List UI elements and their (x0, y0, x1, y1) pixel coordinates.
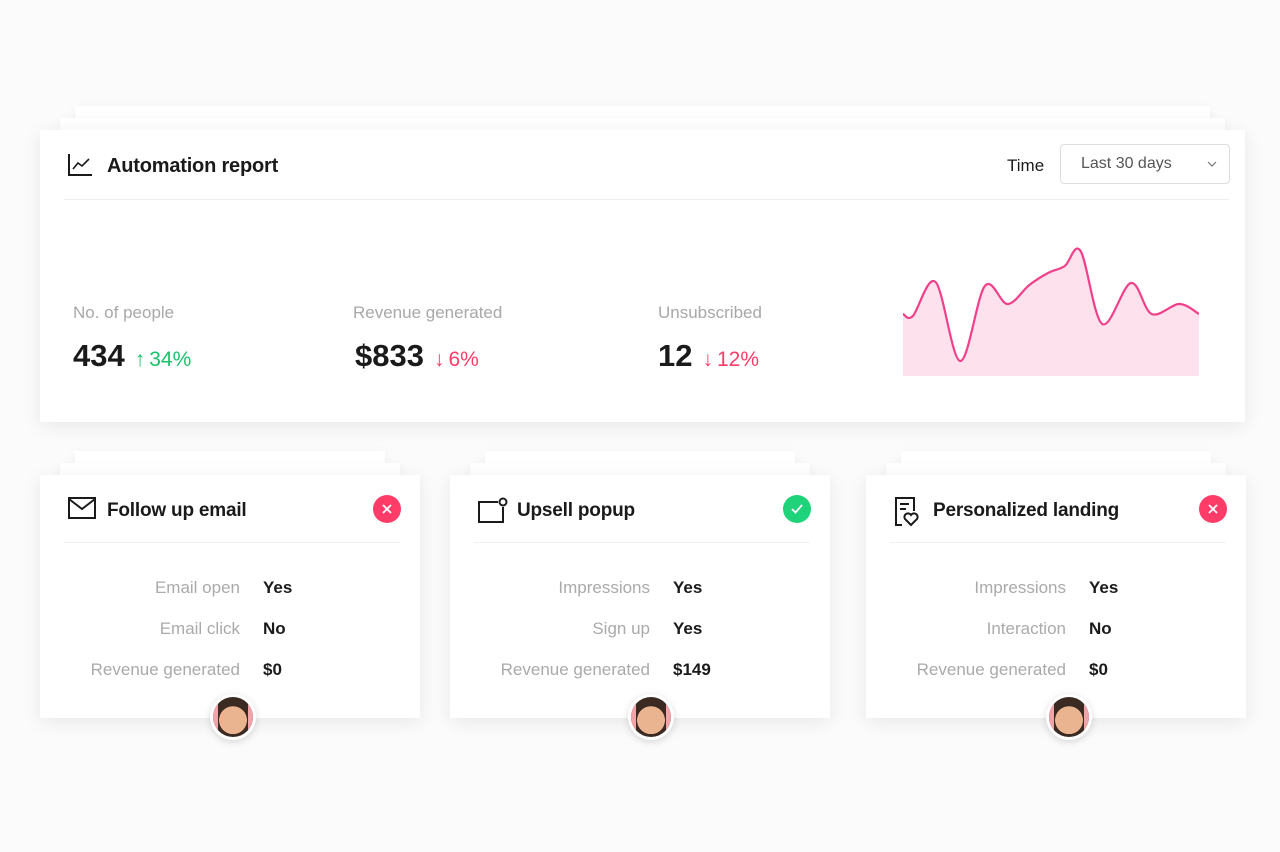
card-divider (64, 542, 400, 543)
stat-unsubscribed: 12 ↓ 12% (658, 338, 759, 374)
metric-value: Yes (263, 578, 293, 597)
avatar-photo (1049, 697, 1089, 737)
card-title: Follow up email (107, 500, 247, 521)
metric-value: Yes (673, 619, 703, 638)
time-label: Time (1007, 156, 1045, 175)
avatar[interactable] (1046, 694, 1092, 740)
arrow-up-icon: ↑ (134, 348, 146, 371)
metric-label: Interaction (986, 619, 1066, 638)
metric-value: $149 (673, 660, 711, 679)
metric-label: Impressions (558, 578, 650, 597)
check-icon (791, 504, 803, 514)
metric-value: Yes (673, 578, 703, 597)
metric-label: Revenue generated (90, 660, 240, 679)
line-chart-icon (68, 154, 92, 176)
metric-value: $0 (263, 660, 282, 679)
stat-people-delta: 34% (149, 348, 192, 371)
stat-people-value: 434 (73, 338, 125, 373)
metric-label: Sign up (592, 619, 650, 638)
avatar-photo (213, 697, 253, 737)
stat-revenue: $833 ↓ 6% (355, 338, 479, 374)
status-badge-failed (373, 495, 401, 523)
avatar-photo (631, 697, 671, 737)
stat-unsubscribed-label: Unsubscribed (658, 303, 762, 322)
automation-card[interactable]: Follow up email Email open Yes Email click… (40, 475, 420, 740)
stat-revenue-label: Revenue generated (353, 303, 503, 322)
metric-label: Impressions (974, 578, 1066, 597)
card-title: Upsell popup (517, 500, 635, 521)
stat-revenue-delta: 6% (448, 348, 479, 371)
arrow-down-icon: ↓ (433, 348, 445, 371)
automation-card[interactable]: Upsell popup Impressions Yes Sign up Yes Rev… (450, 475, 830, 740)
metric-label: Revenue generated (916, 660, 1066, 679)
close-icon (382, 504, 392, 514)
header-divider (64, 199, 1229, 200)
stat-unsubscribed-value: 12 (658, 338, 693, 373)
chevron-down-icon (1207, 161, 1217, 167)
metric-label: Email click (159, 619, 240, 638)
status-badge-failed (1199, 495, 1227, 523)
mail-icon (68, 497, 96, 524)
metric-value: No (263, 619, 286, 638)
status-badge-success (783, 495, 811, 523)
stat-people-label: No. of people (73, 303, 175, 322)
close-icon (1208, 504, 1218, 514)
automation-card[interactable]: Personalized landing Impressions Yes Inter… (866, 475, 1246, 740)
card-divider (474, 542, 810, 543)
arrow-down-icon: ↓ (702, 348, 713, 371)
metric-value: Yes (1089, 578, 1119, 597)
card-divider (890, 542, 1226, 543)
metric-value: No (1089, 619, 1112, 638)
page-title: Automation report (107, 155, 279, 177)
avatar[interactable] (628, 694, 674, 740)
metric-label: Revenue generated (500, 660, 650, 679)
time-range-select[interactable]: Last 30 days (1060, 144, 1230, 184)
stat-people: 434 ↑ 34% (73, 338, 191, 374)
sparkline-area (903, 248, 1199, 376)
metric-label: Email open (154, 578, 240, 597)
popup-icon (478, 497, 508, 528)
card-title: Personalized landing (933, 500, 1120, 521)
metric-value: $0 (1089, 660, 1108, 679)
avatar[interactable] (210, 694, 256, 740)
sparkline-line (903, 247, 1199, 363)
landing-page-icon (894, 497, 920, 532)
stat-revenue-value: $833 (355, 338, 424, 373)
time-range-value: Last 30 days (1081, 155, 1172, 172)
automation-report-card: Automation report Time Last 30 days No. … (40, 130, 1245, 422)
trend-sparkline-chart (903, 247, 1199, 376)
stat-unsubscribed-delta: 12% (716, 348, 760, 371)
